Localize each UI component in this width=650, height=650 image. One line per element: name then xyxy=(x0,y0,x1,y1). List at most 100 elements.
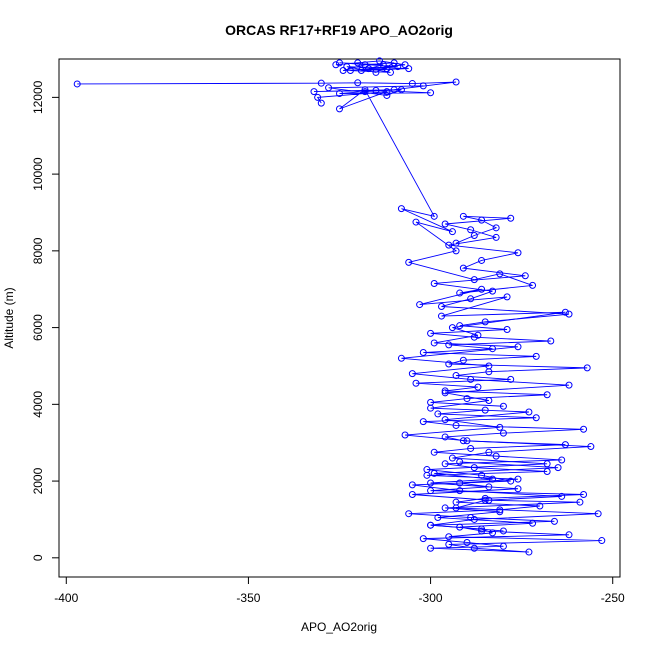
data-point xyxy=(419,418,427,426)
data-point xyxy=(514,485,522,493)
data-point xyxy=(481,494,489,502)
data-point xyxy=(565,381,573,389)
data-point xyxy=(445,540,453,548)
data-point xyxy=(565,310,573,318)
data-point xyxy=(499,527,507,535)
data-point xyxy=(405,65,413,73)
data-point xyxy=(499,429,507,437)
data-point xyxy=(492,224,500,232)
data-point xyxy=(514,343,522,351)
data-point xyxy=(434,410,442,418)
data-point xyxy=(361,61,369,69)
data-point xyxy=(448,228,456,236)
y-tick-label: 8000 xyxy=(31,237,45,264)
data-point xyxy=(397,205,405,213)
data-point xyxy=(434,514,442,522)
data-point xyxy=(343,63,351,71)
data-point xyxy=(503,293,511,301)
data-point xyxy=(441,387,449,395)
y-tick-label: 0 xyxy=(31,554,45,561)
data-point xyxy=(470,464,478,472)
data-point xyxy=(427,329,435,337)
data-point xyxy=(452,421,460,429)
data-point xyxy=(467,226,475,234)
data-point xyxy=(430,339,438,347)
data-point xyxy=(514,475,522,483)
data-point xyxy=(467,295,475,303)
data-point xyxy=(478,525,486,533)
data-point xyxy=(354,59,362,67)
data-point xyxy=(470,232,478,239)
y-axis: 0 2000 4000 6000 8000 10000 12000 xyxy=(31,80,60,561)
data-point xyxy=(452,78,460,86)
data-point xyxy=(489,345,496,353)
data-point xyxy=(445,533,453,541)
series-1 xyxy=(314,86,602,535)
data-point xyxy=(529,519,537,527)
x-axis-label: APO_AO2orig xyxy=(301,620,377,634)
series-2 xyxy=(405,406,606,556)
data-point xyxy=(507,214,515,222)
data-point xyxy=(419,535,427,543)
data-point xyxy=(481,406,489,414)
y-axis-label: Altitude (m) xyxy=(2,287,16,348)
data-point xyxy=(401,431,409,439)
data-point xyxy=(525,408,533,416)
data-point xyxy=(456,479,464,487)
x-tick-label: -400 xyxy=(54,591,78,605)
data-point xyxy=(481,318,489,326)
data-point xyxy=(529,281,537,289)
data-point xyxy=(441,460,449,468)
data-point xyxy=(73,80,81,88)
data-point xyxy=(459,437,467,445)
y-tick-label: 2000 xyxy=(31,467,45,494)
data-point xyxy=(336,105,343,113)
data-point xyxy=(594,510,602,518)
y-tick-label: 6000 xyxy=(31,314,45,341)
data-point xyxy=(478,527,486,535)
data-point xyxy=(456,458,464,466)
data-point xyxy=(430,469,438,477)
data-point xyxy=(521,272,529,280)
data-point xyxy=(441,416,449,424)
x-tick-label: -250 xyxy=(601,591,625,605)
series-line xyxy=(408,409,602,553)
chart-title: ORCAS RF17+RF19 APO_AO2orig xyxy=(225,22,453,38)
data-point xyxy=(474,331,482,339)
data-point xyxy=(412,379,420,387)
data-point xyxy=(376,57,384,65)
data-point xyxy=(427,479,435,487)
series-line xyxy=(335,60,409,73)
data-point xyxy=(445,341,453,349)
data-point xyxy=(452,239,460,247)
data-point xyxy=(427,89,435,97)
data-point xyxy=(448,454,456,462)
data-point xyxy=(445,360,453,368)
data-point xyxy=(383,91,391,99)
data-point xyxy=(405,258,413,266)
data-point xyxy=(427,398,435,406)
data-point xyxy=(507,477,515,485)
data-point xyxy=(459,356,467,364)
data-point xyxy=(332,61,340,69)
series-4 xyxy=(332,57,413,76)
data-point xyxy=(543,467,551,475)
plot-frame xyxy=(58,58,621,578)
data-point xyxy=(561,441,569,449)
data-point xyxy=(390,59,398,67)
data-point xyxy=(456,289,464,297)
data-point xyxy=(587,443,595,451)
data-point xyxy=(354,79,362,87)
x-tick-label: -300 xyxy=(419,591,443,605)
data-point xyxy=(361,88,369,96)
data-point xyxy=(489,287,496,295)
data-point xyxy=(339,67,347,75)
data-point xyxy=(514,249,522,257)
data-point xyxy=(408,481,416,489)
data-point xyxy=(496,506,504,514)
data-point xyxy=(357,67,365,75)
data-point xyxy=(419,349,427,357)
data-point xyxy=(438,302,445,310)
data-point xyxy=(441,389,449,397)
